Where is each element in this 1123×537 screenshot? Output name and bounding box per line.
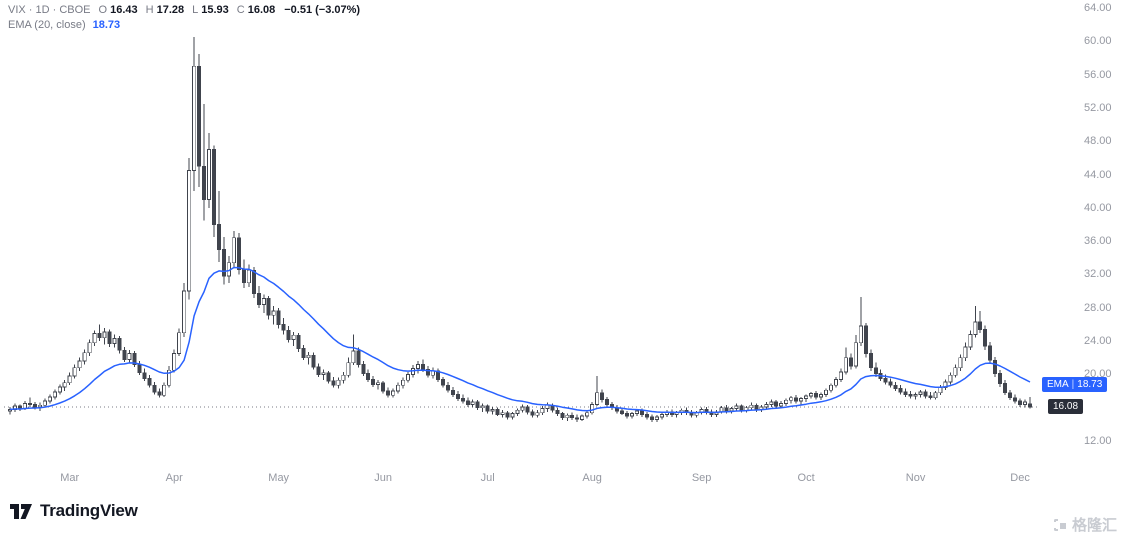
- x-axis-label-oct: Oct: [797, 472, 815, 484]
- indicator-value: 18.73: [92, 19, 121, 31]
- y-axis-label: 28.00: [1084, 301, 1112, 314]
- chart-legend: VIX · 1D · CBOE O 16.43 H 17.28 L 15.93 C 16…: [8, 3, 360, 33]
- close-label: C: [236, 4, 245, 16]
- x-axis-label-aug: Aug: [582, 472, 602, 484]
- x-axis-label-jun: Jun: [374, 472, 393, 484]
- tradingview-brand-text: TradingView: [40, 501, 138, 520]
- high-label: H: [145, 4, 154, 16]
- y-axis-label: 44.00: [1084, 168, 1112, 181]
- x-axis-label-nov: Nov: [905, 472, 926, 484]
- open-value: 16.43: [110, 4, 138, 16]
- change-value: −0.51 (−3.07%): [284, 4, 361, 16]
- price-scale[interactable]: 64.00 60.00 56.00 52.00 48.00 44.00 40.00 36.00…: [1048, 0, 1123, 465]
- y-axis-label: 24.00: [1084, 335, 1112, 348]
- low-value: 15.93: [201, 4, 229, 16]
- gelonghui-watermark-text: 格隆汇: [1071, 517, 1117, 534]
- candles-layer: [7, 37, 1033, 422]
- candlestick-chart[interactable]: [0, 0, 1048, 465]
- y-axis-label: 32.00: [1084, 268, 1112, 281]
- x-axis-label-sep: Sep: [691, 472, 712, 484]
- y-axis-label: 40.00: [1084, 201, 1112, 214]
- y-axis-label: 52.00: [1084, 101, 1112, 114]
- tradingview-logo-icon: [10, 503, 32, 519]
- low-label: L: [192, 4, 199, 16]
- indicator-label[interactable]: EMA (20, close): [8, 19, 86, 31]
- x-axis-label-mar: Mar: [60, 472, 80, 484]
- y-axis-label: 48.00: [1084, 135, 1112, 148]
- tradingview-brand[interactable]: TradingView: [10, 501, 138, 521]
- y-axis-label: 12.00: [1084, 435, 1112, 447]
- last-price-badge: 16.08: [1048, 399, 1084, 415]
- high-value: 17.28: [156, 4, 185, 16]
- y-axis-label: 56.00: [1084, 68, 1112, 81]
- y-axis-label: 36.00: [1084, 235, 1112, 248]
- ema-badge-separator: |: [1071, 378, 1075, 390]
- time-scale[interactable]: Mar Apr May Jun Jul Aug Sep Oct Nov Dec: [0, 468, 1048, 490]
- x-axis-label-dec: Dec: [1010, 472, 1030, 484]
- x-axis-label-apr: Apr: [165, 472, 183, 484]
- ema-badge-value: 18.73: [1077, 378, 1103, 390]
- close-value: 16.08: [247, 4, 276, 16]
- y-axis-label: 64.00: [1084, 2, 1112, 14]
- x-axis-label-may: May: [268, 472, 290, 484]
- symbol-title[interactable]: VIX · 1D · CBOE: [8, 4, 91, 16]
- x-axis-label-jul: Jul: [480, 472, 495, 484]
- ema-price-badge: EMA | 18.73: [1042, 376, 1108, 392]
- y-axis-label: 60.00: [1084, 35, 1112, 48]
- symbol-row[interactable]: VIX · 1D · CBOE O 16.43 H 17.28 L 15.93 C 16…: [8, 3, 360, 18]
- gelonghui-logo-icon: [1053, 518, 1066, 531]
- ema-line: [9, 266, 1031, 414]
- gelonghui-watermark: 格隆汇: [1052, 514, 1117, 535]
- open-label: O: [98, 4, 108, 16]
- indicator-row[interactable]: EMA (20, close) 18.73: [8, 18, 360, 33]
- ema-badge-label: EMA: [1047, 378, 1069, 390]
